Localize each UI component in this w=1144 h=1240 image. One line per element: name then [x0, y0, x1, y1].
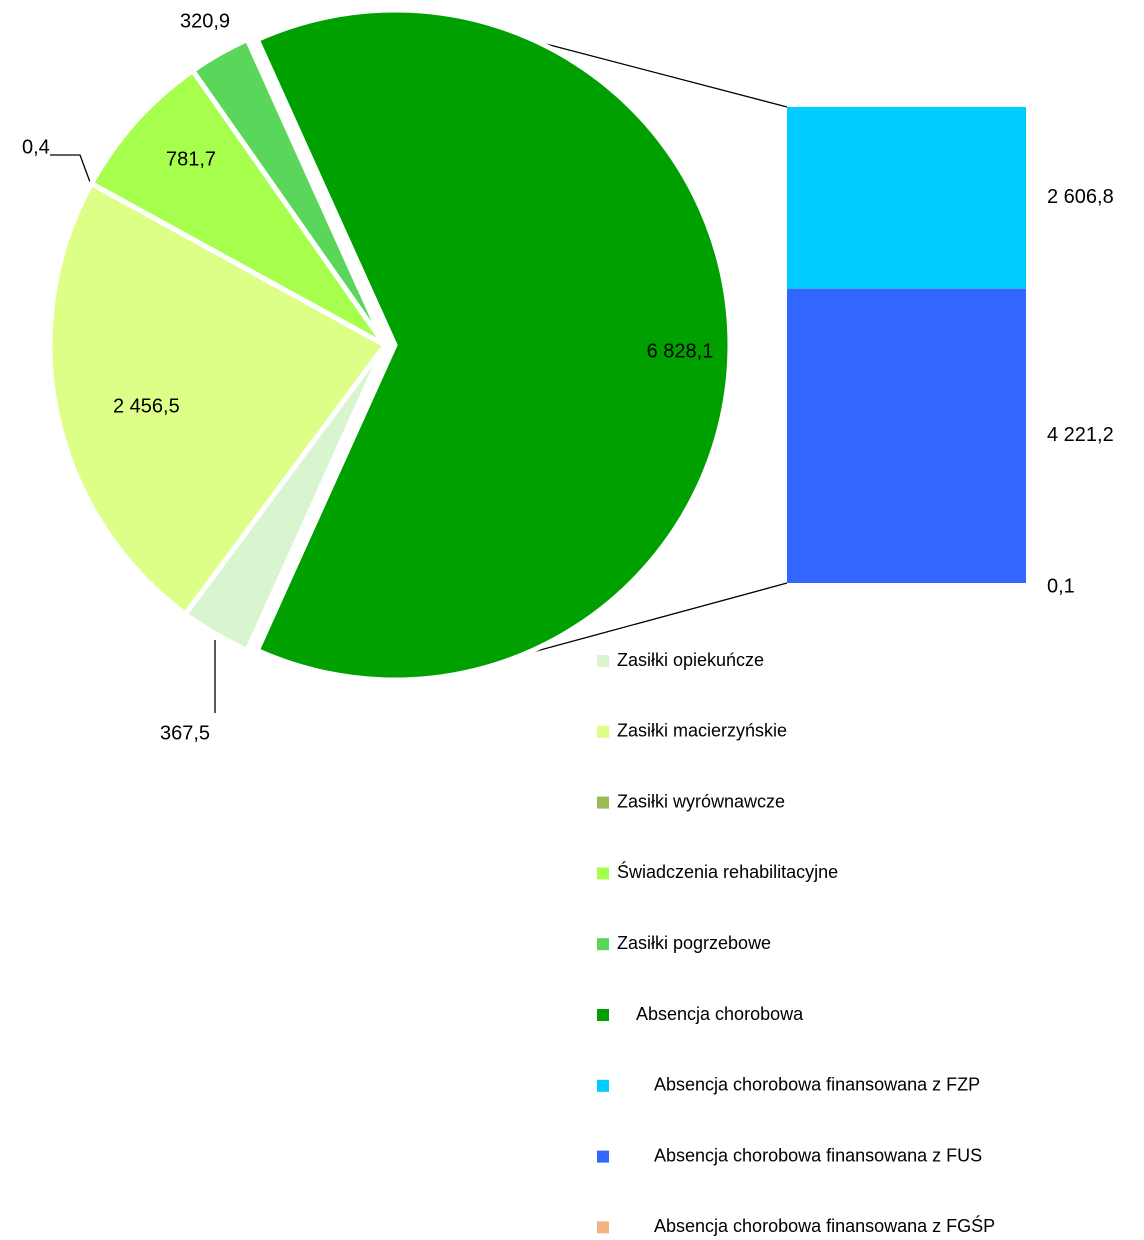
data-label: 0,1 — [1047, 575, 1075, 597]
pie-slice — [47, 180, 389, 618]
legend-swatch — [597, 796, 609, 809]
legend-swatch — [597, 1150, 609, 1163]
data-label: 4 221,2 — [1047, 424, 1114, 446]
legend-label: Zasiłki macierzyńskie — [617, 721, 787, 741]
legend-label: Absencja chorobowa finansowana z FZP — [654, 1075, 980, 1095]
data-label: 0,4 — [22, 136, 50, 158]
pie-slice — [88, 67, 388, 348]
bar-segment — [787, 288, 1026, 583]
data-label: 2 606,8 — [1047, 186, 1114, 208]
pie-slice — [189, 36, 388, 347]
leader-line — [50, 154, 91, 183]
data-label: 367,5 — [160, 722, 210, 744]
legend-label: Zasiłki opiekuńcze — [617, 650, 764, 670]
legend-swatch — [597, 938, 609, 951]
legend-label: Zasiłki pogrzebowe — [617, 933, 771, 953]
legend-label: Absencja chorobowa finansowana z FUS — [654, 1145, 982, 1165]
bar-segment — [787, 107, 1026, 289]
legend-swatch — [597, 1221, 609, 1234]
pie-slice — [253, 7, 733, 683]
data-label: 320,9 — [180, 10, 230, 32]
legend-swatch — [597, 867, 609, 880]
legend-label: Absencja chorobowa — [636, 1004, 804, 1024]
data-label: 781,7 — [166, 148, 216, 170]
legend-swatch — [597, 725, 609, 738]
legend-label: Świadczenia rehabilitacyjne — [617, 861, 838, 882]
legend-swatch — [597, 655, 609, 667]
data-label: 2 456,5 — [113, 395, 180, 417]
legend-label: Absencja chorobowa finansowana z FGŚP — [654, 1215, 995, 1236]
legend-label: Zasiłki wyrównawcze — [617, 791, 785, 811]
data-label: 6 828,1 — [647, 340, 714, 362]
legend-swatch — [597, 1009, 609, 1021]
legend-swatch — [597, 1079, 609, 1092]
